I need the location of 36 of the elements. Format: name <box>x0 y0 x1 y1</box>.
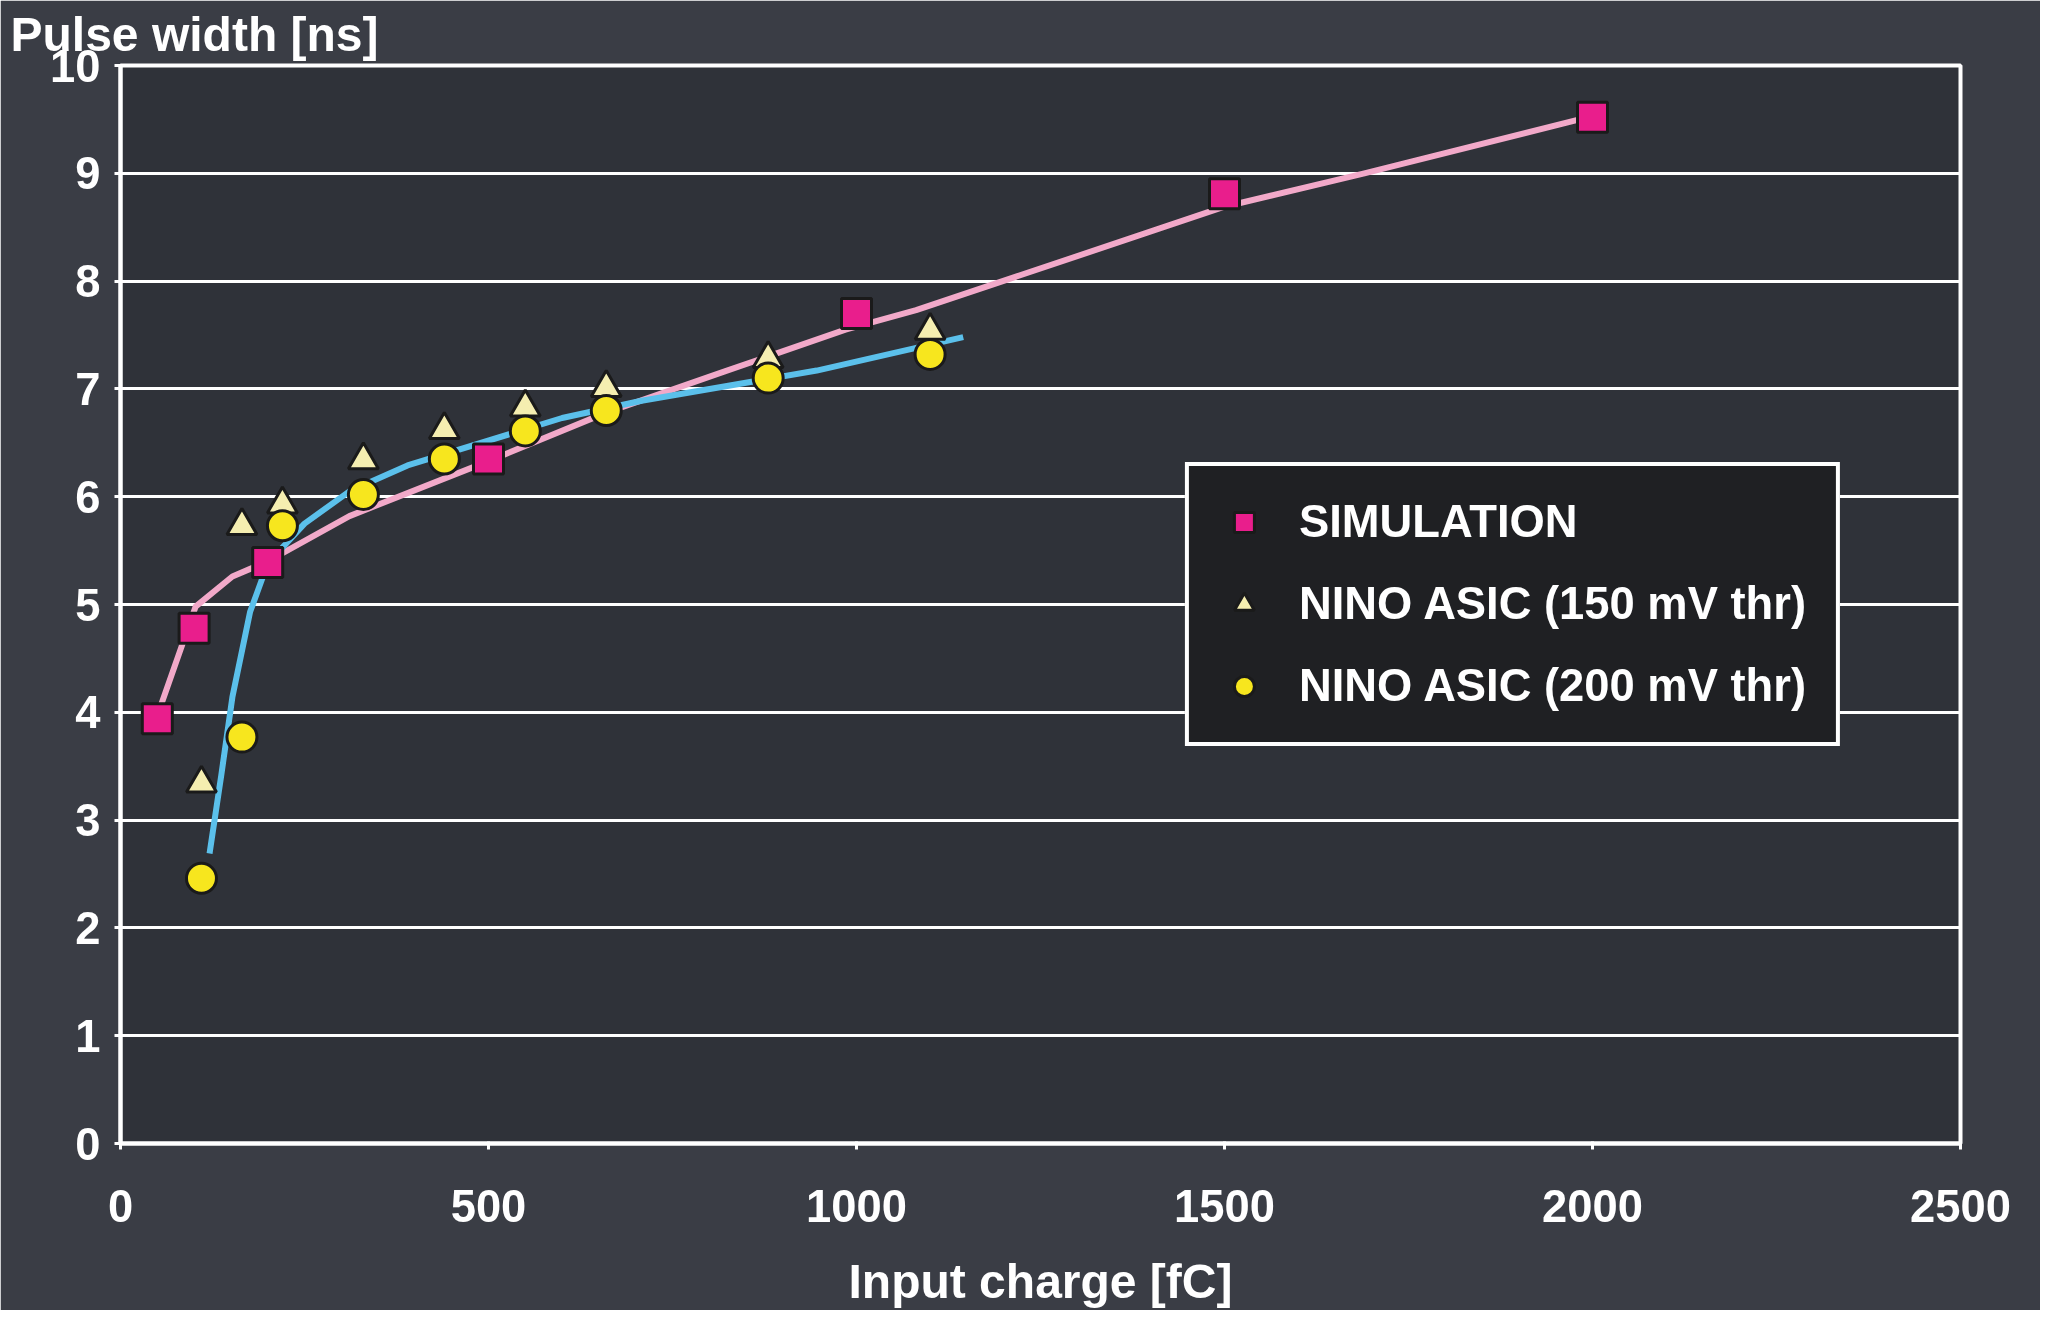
point <box>1576 100 1609 134</box>
legend-label: NINO ASIC (200 mV thr) <box>1298 660 1806 712</box>
y-tick-label: 1 <box>75 1010 101 1062</box>
x-tick-label: 1000 <box>806 1180 907 1232</box>
point <box>913 337 947 371</box>
point <box>472 442 505 476</box>
point <box>140 702 174 736</box>
y-tick-label: 9 <box>75 148 101 200</box>
y-tick-label: 3 <box>75 795 101 847</box>
point <box>225 720 259 754</box>
legend-label: NINO ASIC (150 mV thr) <box>1298 578 1806 630</box>
point <box>177 611 211 645</box>
point <box>346 478 380 512</box>
y-tick-label: 4 <box>75 687 101 739</box>
x-tick-label: 2000 <box>1542 1180 1643 1232</box>
legend-label: SIMULATION <box>1298 496 1578 548</box>
point <box>751 361 785 395</box>
y-tick-label: 6 <box>75 471 101 523</box>
x-axis-title: Input charge [fC] <box>848 1254 1233 1308</box>
y-tick-label: 8 <box>75 256 101 308</box>
y-tick-label: 7 <box>75 363 101 415</box>
point <box>251 545 285 579</box>
x-tick-label: 1500 <box>1174 1180 1275 1232</box>
point <box>427 442 461 476</box>
x-tick-label: 500 <box>450 1180 527 1232</box>
point <box>508 414 542 448</box>
x-tick-label: 2500 <box>1910 1180 2011 1232</box>
y-tick-label: 0 <box>75 1118 101 1170</box>
x-tick-label: 0 <box>107 1180 134 1232</box>
point <box>589 393 623 427</box>
point <box>184 861 218 895</box>
point <box>840 296 873 330</box>
y-tick-label: 5 <box>75 579 101 631</box>
y-tick-label: 2 <box>75 902 101 954</box>
point <box>265 509 299 543</box>
point <box>1208 177 1241 211</box>
